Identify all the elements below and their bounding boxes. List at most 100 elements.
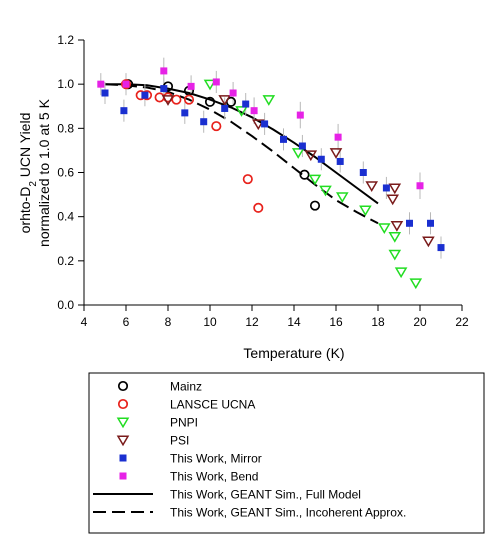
legend-lansce-ucna-label: LANSCE UCNA: [170, 398, 255, 412]
lansce-ucna-point: [154, 92, 165, 103]
legend-pnpi-swatch: [116, 417, 130, 429]
mainz-point: [204, 96, 216, 107]
this-work-mirror-point: [141, 91, 149, 99]
this-work-mirror-point: [101, 89, 109, 97]
x-tick-label: 8: [165, 315, 172, 329]
this-work-bend-point: [229, 89, 237, 97]
this-work-mirror-point: [242, 100, 250, 108]
legend-this-work-bend-label: This Work, Bend: [170, 470, 258, 484]
this-work-mirror-point: [160, 85, 168, 93]
this-work-mirror-point: [298, 142, 306, 150]
legend-this-work-mirror-swatch: [119, 454, 127, 462]
y-axis-label-subscript: 2: [28, 181, 39, 187]
pnpi-point: [262, 95, 276, 106]
legend-mainz-label: Mainz: [170, 380, 202, 394]
legend-psi-label: PSI: [170, 434, 189, 448]
pnpi-point: [203, 79, 217, 91]
lansce-ucna-point: [183, 94, 195, 105]
this-work-bend-point: [122, 80, 130, 88]
y-tick-label: 1.0: [57, 77, 74, 91]
y-axis-label-main: orhto-D: [17, 187, 33, 234]
pnpi-point: [319, 185, 332, 197]
pnpi-point: [388, 249, 402, 261]
this-work-mirror-point: [382, 184, 390, 192]
pnpi-point: [291, 148, 305, 159]
legend-this-work-bend-swatch: [119, 472, 127, 480]
simulation-curves: [104, 83, 379, 225]
this-work-bend-point: [212, 78, 220, 86]
this-work-bend-point: [296, 111, 304, 119]
this-work-bend-point: [160, 67, 168, 75]
psi-point: [251, 119, 265, 131]
this-work-mirror-point: [261, 120, 269, 128]
this-work-mirror-point: [120, 107, 128, 115]
this-work-mirror-point: [406, 219, 413, 227]
data-markers: [97, 67, 445, 290]
y-tick-label: 0.6: [57, 166, 74, 180]
psi-point: [304, 150, 318, 162]
this-work-bend-point: [416, 182, 424, 190]
x-tick-label: 10: [203, 315, 217, 329]
lansce-ucna-point: [171, 94, 182, 105]
legend: Mainz LANSCE UCNA PNPI PSI This Work, Mirror…: [88, 372, 485, 534]
mainz-point: [299, 169, 310, 180]
psi-point: [329, 148, 343, 159]
legend-this-work-mirror-label: This Work, Mirror: [170, 452, 262, 466]
lansce-ucna-point: [211, 121, 222, 132]
pnpi-point: [308, 174, 322, 186]
pnpi-point: [377, 223, 391, 234]
lansce-ucna-point: [242, 174, 253, 185]
legend-lansce-ucna-swatch: [117, 398, 129, 410]
lansce-ucna-point: [253, 202, 264, 213]
legend-psi-swatch: [116, 435, 130, 447]
legend-this-work-geant-sim-incoherent-approx-label: This Work, GEANT Sim., Incoherent Approx…: [170, 506, 406, 520]
psi-point: [390, 221, 404, 232]
pnpi-point: [335, 192, 349, 204]
x-tick-label: 12: [245, 315, 259, 329]
x-tick-label: 6: [123, 315, 130, 329]
legend-items: Mainz LANSCE UCNA PNPI PSI This Work, Mirror…: [93, 380, 406, 520]
pnpi-point: [388, 232, 402, 243]
this-work-geant-sim-incoherent-approx-curve: [104, 83, 379, 225]
psi-point: [388, 183, 402, 195]
legend-pnpi-label: PNPI: [170, 416, 198, 430]
pnpi-point: [235, 106, 248, 117]
y-tick-label: 0.2: [57, 254, 74, 268]
legend-this-work-geant-sim-full-model-label: This Work, GEANT Sim., Full Model: [170, 488, 361, 502]
y-axis-label-tail: UCN Yield: [17, 113, 33, 181]
y-axis-label: orhto-D2 UCN Yield: [17, 113, 39, 234]
this-work-bend-point: [97, 80, 105, 88]
this-work-mirror-point: [336, 157, 344, 165]
psi-point: [218, 95, 232, 106]
y-tick-label: 1.2: [57, 33, 74, 47]
this-work-mirror-point: [181, 109, 189, 117]
this-work-mirror-point: [221, 104, 229, 112]
psi-point: [422, 236, 435, 248]
this-work-geant-sim-full-model-curve: [105, 83, 379, 205]
legend-mainz-swatch: [117, 380, 129, 392]
x-tick-label: 18: [371, 315, 385, 329]
y-tick-label: 0.8: [57, 121, 74, 135]
mainz-point: [309, 200, 321, 211]
psi-point: [161, 95, 175, 106]
this-work-mirror-point: [427, 219, 434, 227]
this-work-mirror-point: [437, 244, 445, 252]
pnpi-point: [409, 278, 423, 290]
this-work-mirror-point: [200, 118, 208, 126]
y-axis-label-line2: normalized to 1.0 at 5 K: [36, 98, 52, 247]
x-tick-label: 20: [413, 315, 427, 329]
x-tick-label: 4: [81, 315, 88, 329]
x-tick-label: 14: [287, 315, 301, 329]
x-tick-label: 16: [329, 315, 343, 329]
this-work-bend-point: [250, 107, 258, 115]
y-tick-label: 0.0: [57, 298, 74, 312]
pnpi-point: [394, 267, 408, 279]
this-work-mirror-point: [280, 135, 287, 143]
axis-ticks: 4 6 8 10 12 14 16 18 20 22 0.0 0.2 0.4 0.6 0.8 1.0 1.2: [57, 33, 469, 329]
pnpi-point: [359, 205, 372, 217]
this-work-mirror-point: [359, 169, 367, 176]
this-work-bend-point: [334, 133, 342, 141]
this-work-bend-point: [187, 82, 195, 90]
x-axis-label: Temperature (K): [243, 345, 344, 361]
